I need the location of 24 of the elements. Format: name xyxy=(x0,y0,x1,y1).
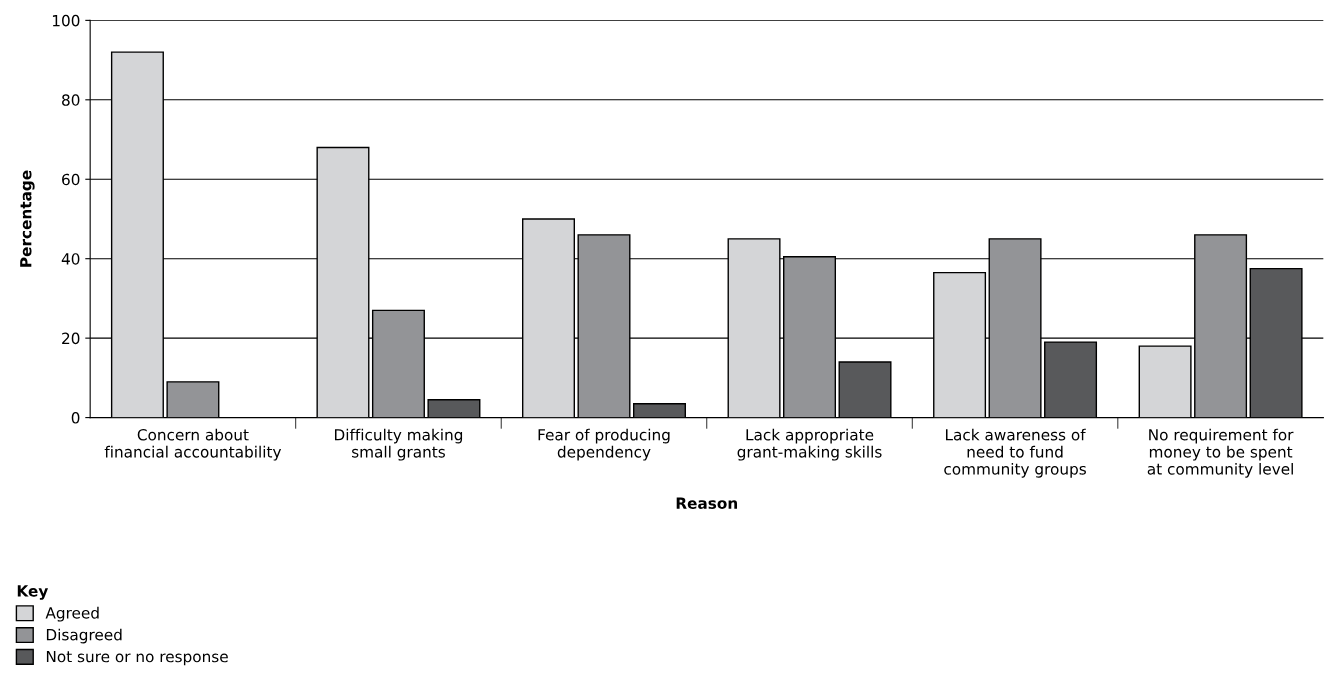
x-tick-label: Concern about financial accountability xyxy=(104,428,282,461)
legend-label: Disagreed xyxy=(46,628,122,644)
bar xyxy=(838,361,892,418)
y-tick-label: 80 xyxy=(62,94,80,106)
legend-label: Agreed xyxy=(45,606,99,622)
x-tick-label: Lack appropriate grant-making skills xyxy=(737,428,882,461)
x-tick-label: Fear of producing dependency xyxy=(538,428,670,461)
legend-label: Not sure or no response xyxy=(46,650,228,666)
x-axis-title: Reason xyxy=(676,497,738,509)
x-tick-label: No requirement for money to be spent at community level xyxy=(1147,428,1294,478)
bar xyxy=(427,399,481,418)
x-tick-label: Difficulty making small grants xyxy=(334,428,463,461)
bar xyxy=(1138,345,1192,418)
y-tick-label: 40 xyxy=(61,253,80,265)
bar xyxy=(166,381,220,418)
y-axis-title: Percentage xyxy=(20,170,35,267)
bar xyxy=(1044,341,1098,418)
x-tick-label: Lack awareness of need to fund community groups xyxy=(944,428,1086,478)
y-tick-label: 20 xyxy=(62,332,80,345)
bar xyxy=(632,402,686,418)
y-tick-label: 100 xyxy=(52,14,80,27)
legend-title: Key xyxy=(17,585,49,600)
y-tick-label: 0 xyxy=(71,412,80,424)
y-tick-label: 60 xyxy=(62,173,80,186)
